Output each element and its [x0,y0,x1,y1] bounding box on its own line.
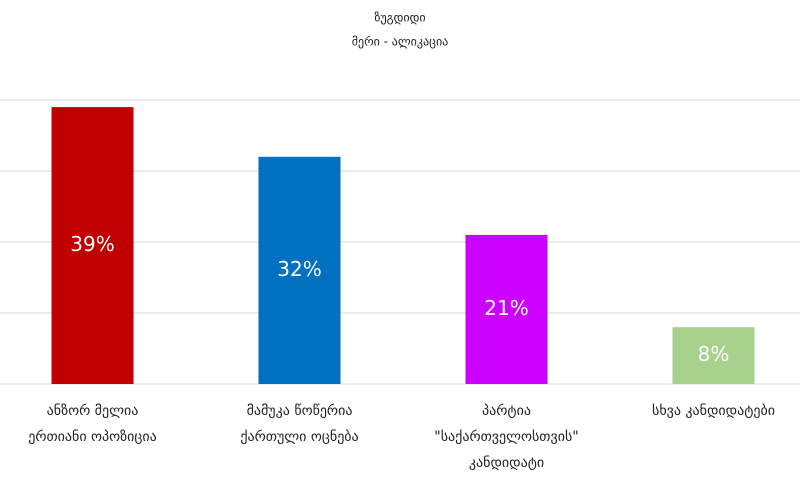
x-tick-label: კანდიდატი [469,455,544,471]
chart-subtitle: მერი - ალიკაცია [352,35,449,49]
data-label: 8% [698,342,730,366]
x-tick-label: პარტია [482,402,531,419]
bar [258,156,341,384]
x-tick-label: ერთიანი ოპოზიცია [28,428,157,445]
bar [51,107,134,384]
x-tick-label: მამუკა წოწერია [247,402,353,419]
x-tick-label: ანზორ მელია [47,402,139,419]
bar [672,327,755,384]
data-label: 32% [277,257,321,281]
data-label: 21% [484,296,528,320]
x-tick-label: სხვა კანდიდატები [652,403,775,419]
chart-title: ზუგდიდი [374,11,425,25]
bar [465,234,548,384]
data-label: 39% [70,232,114,256]
x-tick-label: ქართული ოცნება [240,428,358,445]
x-tick-label: "საქართველოსთვის" [434,428,578,445]
